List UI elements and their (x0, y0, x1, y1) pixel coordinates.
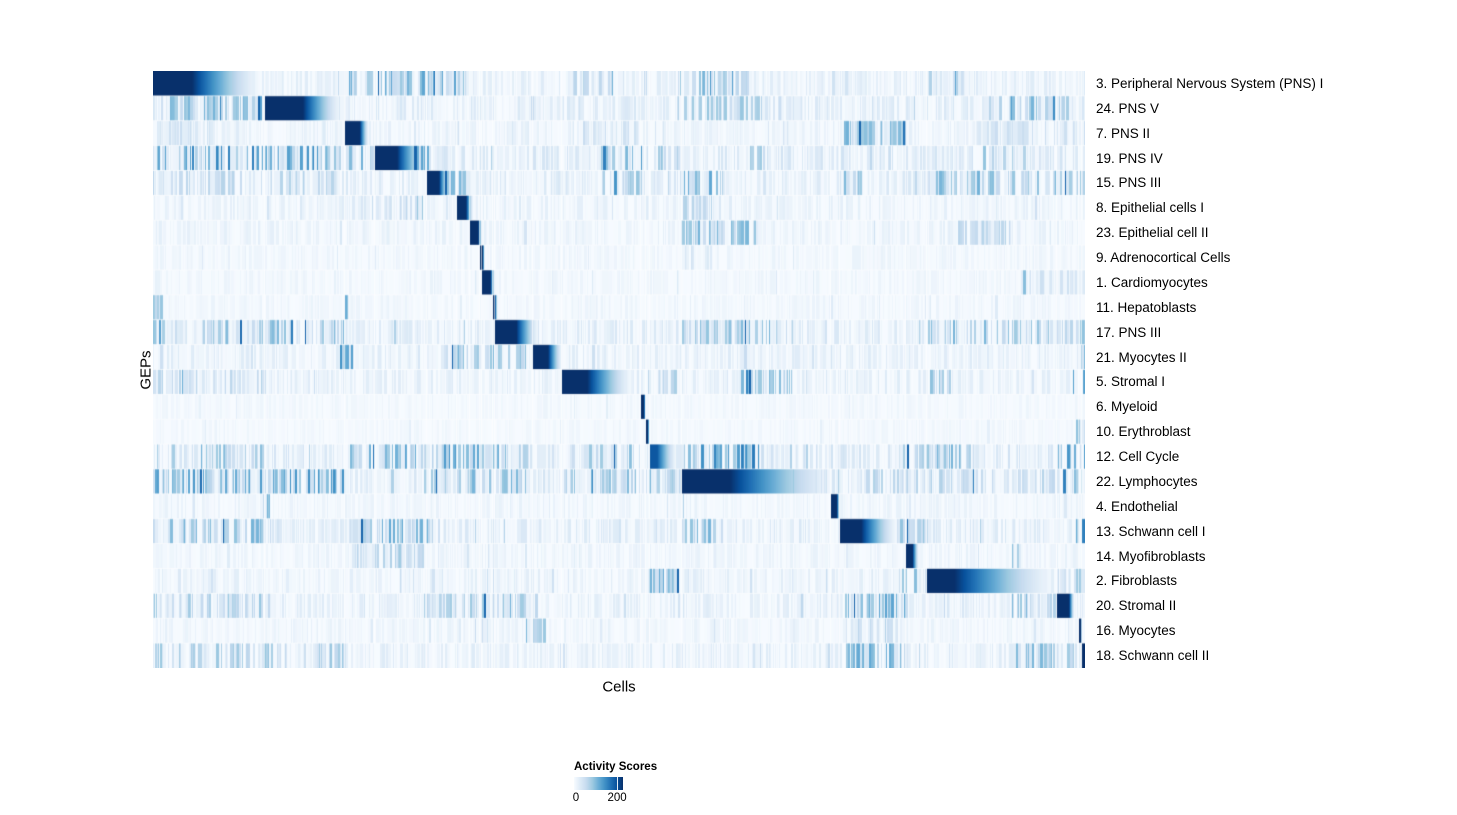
row-label: 14. Myofibroblasts (1096, 548, 1206, 564)
row-label: 23. Epithelial cell II (1096, 225, 1209, 241)
row-label: 13. Schwann cell I (1096, 523, 1206, 539)
row-label: 2. Fibroblasts (1096, 573, 1178, 589)
row-label: 18. Schwann cell II (1096, 648, 1210, 664)
colorbar-tick-max: 200 (607, 792, 627, 804)
row-label: 5. Stromal I (1096, 374, 1166, 390)
colorbar-tick-labels: 0 200 (572, 792, 627, 806)
y-axis-label: GEPs (137, 350, 155, 390)
x-axis-label: Cells (602, 678, 636, 696)
colorbar-tick-min: 0 (572, 792, 580, 804)
row-label: 10. Erythroblast (1096, 424, 1191, 440)
row-label: 15. PNS III (1096, 175, 1162, 191)
row-label: 21. Myocytes II (1096, 349, 1187, 365)
row-label: 9. Adrenocortical Cells (1096, 250, 1231, 266)
colorbar-legend: Activity Scores 0 200 (572, 761, 694, 806)
row-label: 11. Hepatoblasts (1096, 299, 1197, 315)
row-label: 12. Cell Cycle (1096, 449, 1180, 465)
row-label: 19. PNS IV (1096, 150, 1163, 166)
colorbar-gradient (574, 777, 623, 790)
row-label: 16. Myocytes (1096, 623, 1176, 639)
row-label: 7. PNS II (1096, 125, 1151, 141)
row-label: 6. Myeloid (1096, 399, 1158, 415)
row-label: 8. Epithelial cells I (1096, 200, 1205, 216)
row-label: 17. PNS III (1096, 324, 1162, 340)
row-label: 4. Endothelial (1096, 498, 1178, 514)
row-label: 22. Lymphocytes (1096, 473, 1198, 489)
row-label: 20. Stromal II (1096, 598, 1177, 614)
row-label: 1. Cardiomyocytes (1096, 274, 1208, 290)
colorbar-tick-mark (616, 777, 618, 790)
row-label: 3. Peripheral Nervous System (PNS) I (1096, 75, 1324, 91)
heatmap-canvas (153, 71, 1085, 668)
colorbar-title: Activity Scores (574, 761, 658, 773)
row-label: 24. PNS V (1096, 100, 1160, 116)
